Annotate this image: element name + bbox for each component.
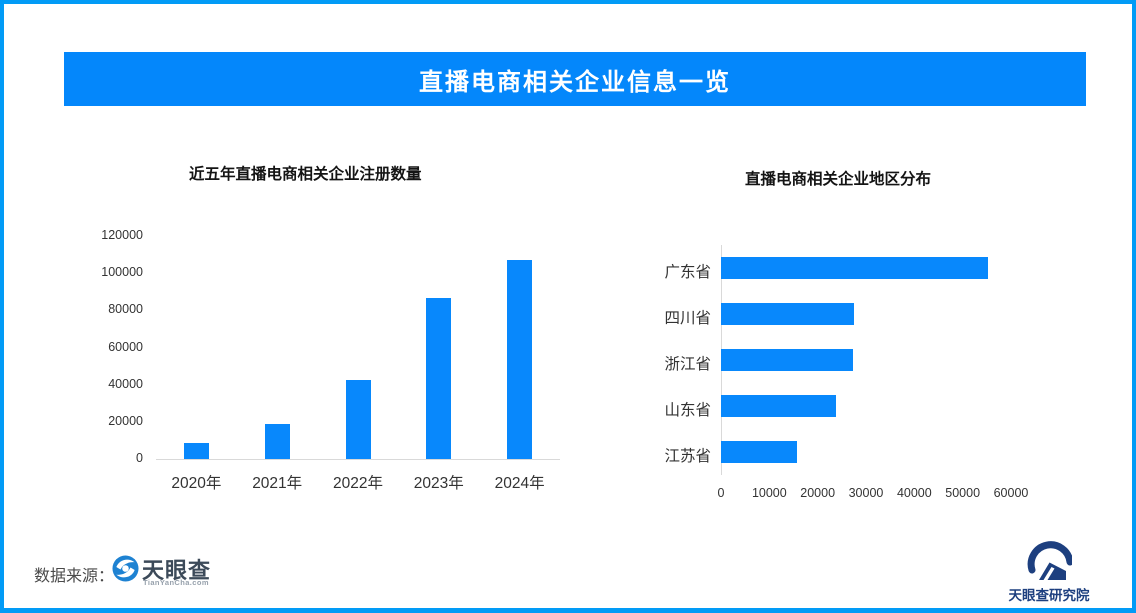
x-axis-line (156, 459, 560, 460)
category-label: 四川省 (664, 310, 711, 327)
bar (721, 257, 988, 279)
x-axis-tick-label: 30000 (848, 486, 884, 500)
bar (264, 423, 290, 459)
research-institute-logo-text: 天眼查研究院 (1008, 588, 1090, 603)
category-label: 山东省 (664, 402, 711, 419)
y-axis-tick-label: 100000 (101, 265, 143, 280)
bar (721, 441, 797, 463)
x-axis-tick-label: 10000 (751, 486, 787, 500)
y-axis-tick-label: 40000 (108, 376, 143, 391)
x-axis-category-label: 2023年 (413, 475, 464, 492)
tianyancha-logo: 天眼查 TianYanCha.com (112, 553, 242, 591)
x-axis-tick-label: 0 (717, 486, 725, 500)
x-axis-category-label: 2021年 (252, 475, 303, 492)
data-source-label: 数据来源： (34, 568, 115, 585)
category-label: 浙江省 (664, 356, 711, 373)
bar (721, 303, 855, 325)
y-axis-tick-label: 80000 (108, 302, 143, 317)
x-axis-tick-label: 50000 (945, 486, 981, 500)
tianyancha-logo-text: 天眼查 (142, 558, 212, 583)
left-chart-title: 近五年直播电商相关企业注册数量 (189, 166, 422, 183)
tianyancha-logo-domain: TianYanCha.com (143, 578, 209, 587)
category-label: 江苏省 (664, 448, 711, 465)
y-axis-tick-label: 120000 (101, 228, 143, 242)
bar (426, 298, 452, 459)
y-axis-tick-label: 20000 (108, 413, 143, 428)
x-axis-category-label: 2022年 (333, 475, 383, 492)
x-axis-tick-label: 20000 (800, 486, 836, 500)
research-institute-logo-icon (1026, 541, 1074, 587)
right-chart-title: 直播电商相关企业地区分布 (745, 171, 932, 188)
bar (183, 443, 209, 459)
x-axis-tick-label: 60000 (993, 486, 1029, 500)
bar (507, 260, 533, 459)
category-label: 广东省 (664, 264, 711, 281)
y-axis-tick-label: 60000 (108, 339, 143, 354)
bar (345, 380, 371, 459)
bar (721, 349, 854, 371)
x-axis-category-label: 2024年 (494, 475, 545, 492)
title-banner: 直播电商相关企业信息一览 (64, 52, 1086, 106)
x-axis-tick-label: 40000 (896, 486, 932, 500)
tianyancha-logo-icon (112, 555, 139, 587)
bar (721, 395, 837, 417)
x-axis-category-label: 2020年 (171, 475, 222, 492)
page-title: 直播电商相关企业信息一览 (419, 68, 731, 96)
y-axis-tick-label: 0 (136, 451, 143, 465)
research-institute-logo: 天眼查研究院 (1002, 541, 1096, 603)
